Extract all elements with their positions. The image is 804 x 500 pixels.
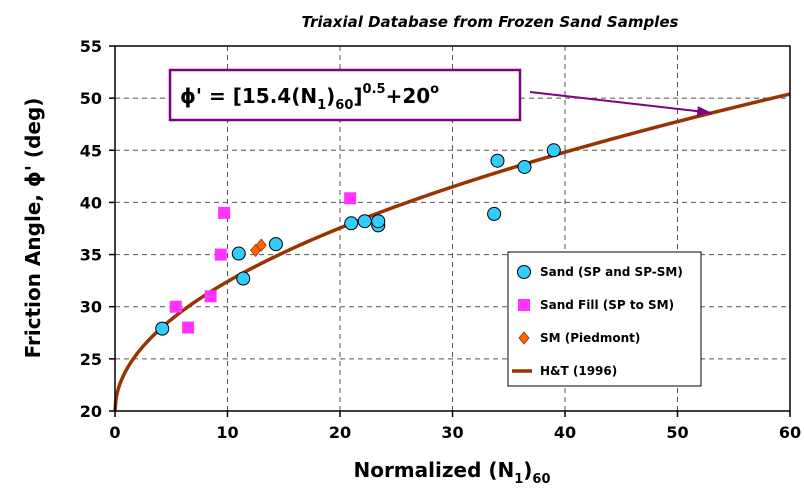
point-square-1 xyxy=(182,321,195,334)
point-square-2 xyxy=(204,290,217,303)
x-axis-label-main: Normalized (N xyxy=(353,458,514,482)
equation-mid2: ] xyxy=(353,84,362,108)
x-ticks: 0 10 20 30 40 50 60 xyxy=(109,411,801,442)
arrow-line xyxy=(529,91,712,114)
point-square-4 xyxy=(218,206,231,219)
y-tick-label-5: 45 xyxy=(80,141,102,160)
y-tick-label-0: 20 xyxy=(80,402,102,421)
equation-mid: ) xyxy=(326,84,335,108)
point-circle-2 xyxy=(236,271,251,286)
legend-label-3: H&T (1996) xyxy=(540,364,617,378)
equation: ϕ' = [15.4(N1)60]0.5+20o xyxy=(180,82,439,113)
chart-title: Triaxial Database from Frozen Sand Sampl… xyxy=(302,13,679,31)
equation-box xyxy=(168,68,522,122)
y-ticks: 20 25 30 35 40 45 50 55 xyxy=(80,37,115,421)
x-axis-label-sub1: 1 xyxy=(514,472,523,487)
point-square-0 xyxy=(169,300,182,313)
point-circle-0 xyxy=(155,321,170,336)
equation-deg: o xyxy=(430,82,439,97)
point-circle-5 xyxy=(357,214,372,229)
point-circle-11 xyxy=(546,143,561,158)
point-diamond-1 xyxy=(255,238,267,252)
legend-symbol-0 xyxy=(517,265,531,279)
x-tick-label-3: 30 xyxy=(441,423,463,442)
point-circle-7 xyxy=(371,214,386,229)
x-axis-label-close: ) xyxy=(523,458,532,482)
points-layer xyxy=(155,143,561,336)
arrow-head xyxy=(696,106,712,117)
x-tick-label-2: 20 xyxy=(329,423,351,442)
point-circle-9 xyxy=(490,153,505,168)
legend-label-1: Sand Fill (SP to SM) xyxy=(540,298,674,312)
annotation-arrow xyxy=(529,91,712,117)
legend-box xyxy=(507,251,702,387)
curve-layer xyxy=(113,92,791,412)
point-square-5 xyxy=(344,192,357,205)
y-tick-label-3: 35 xyxy=(80,246,102,265)
y-tick-label-6: 50 xyxy=(80,89,102,108)
x-tick-label-6: 60 xyxy=(779,423,801,442)
x-tick-label-0: 0 xyxy=(109,423,120,442)
equation-lhs: ϕ' = [15.4(N xyxy=(180,84,317,108)
equation-sub1: 1 xyxy=(317,98,326,113)
point-circle-8 xyxy=(487,206,502,221)
point-circle-4 xyxy=(344,216,359,231)
x-tick-label-5: 50 xyxy=(666,423,688,442)
legend-symbol-2 xyxy=(518,331,530,345)
y-tick-label-7: 55 xyxy=(80,37,102,56)
y-tick-label-2: 30 xyxy=(80,298,102,317)
equation-rhs: +20 xyxy=(386,84,431,108)
x-tick-label-4: 40 xyxy=(554,423,576,442)
equation-sup: 0.5 xyxy=(363,82,386,97)
y-axis-label: Friction Angle, ϕ' (deg) xyxy=(21,98,45,359)
point-square-3 xyxy=(214,248,227,261)
point-circle-10 xyxy=(517,159,532,174)
equation-sub2: 60 xyxy=(335,98,353,113)
y-tick-label-4: 40 xyxy=(80,193,102,212)
x-tick-label-1: 10 xyxy=(216,423,238,442)
legend-label-2: SM (Piedmont) xyxy=(540,331,640,345)
legend: Sand (SP and SP-SM) Sand Fill (SP to SM) S… xyxy=(512,265,683,378)
point-circle-1 xyxy=(231,246,246,261)
legend-symbol-1 xyxy=(518,299,530,311)
point-circle-3 xyxy=(268,237,283,252)
y-tick-label-1: 25 xyxy=(80,350,102,369)
x-axis-label-sub2: 60 xyxy=(532,472,550,487)
x-axis-label: Normalized (N1)60 xyxy=(353,458,550,487)
curve-ht-1996 xyxy=(113,92,791,412)
legend-label-0: Sand (SP and SP-SM) xyxy=(540,265,683,279)
